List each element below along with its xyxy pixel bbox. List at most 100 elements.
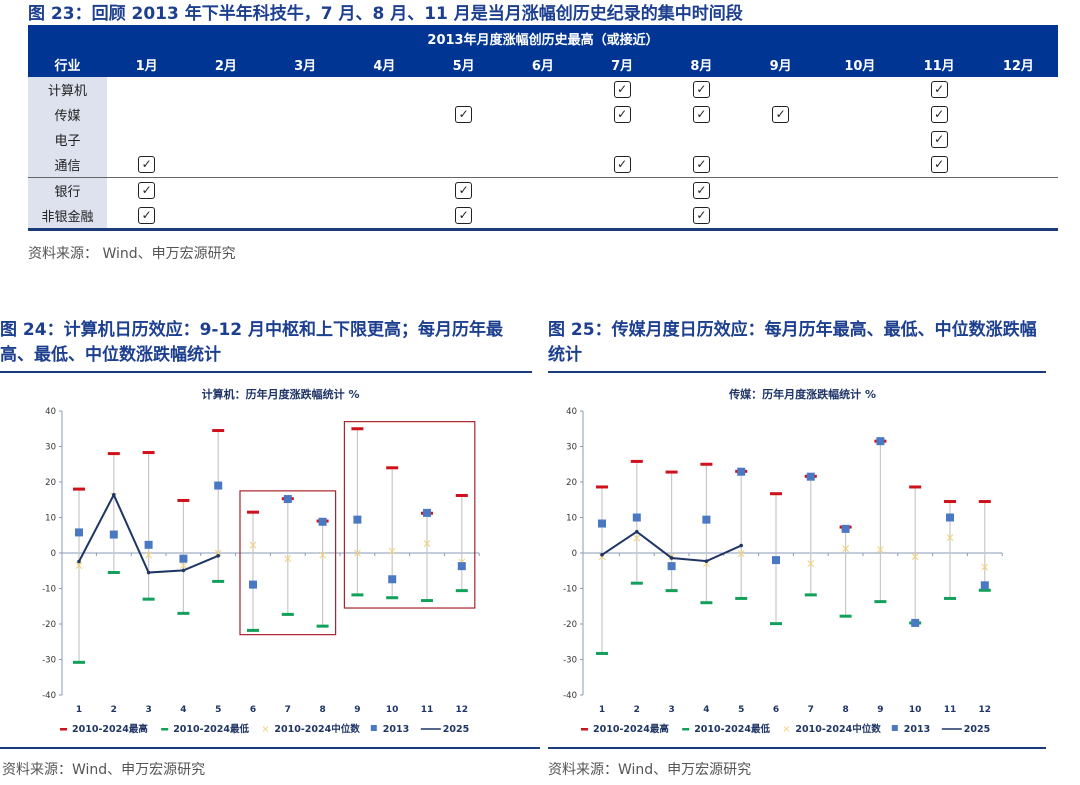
figure-24-source: 资料来源：Wind、申万宏源研究: [2, 762, 206, 778]
point-2025: [216, 554, 220, 558]
y-tick-label: -30: [563, 656, 577, 666]
month-cell: [820, 177, 900, 203]
point-2013: [841, 524, 850, 533]
checkbox-checked-icon: ✓: [930, 106, 948, 123]
month-cell: [265, 203, 345, 231]
point-2013: [388, 575, 397, 584]
figure-25-source: 资料来源：Wind、申万宏源研究: [548, 762, 752, 778]
point-min: [735, 596, 748, 600]
month-cell: [424, 152, 503, 178]
point-2025: [635, 529, 639, 534]
point-median: ×: [841, 542, 851, 556]
month-cell: ✓: [583, 77, 662, 102]
checkbox-checked-icon: ✓: [455, 207, 473, 224]
column-header-month: 2月: [186, 51, 266, 77]
month-cell: [344, 203, 424, 231]
point-2013: [457, 562, 466, 571]
checkbox-checked-icon: ✓: [613, 156, 631, 173]
industry-label: 非银金融: [28, 203, 107, 231]
point-median: ×: [980, 560, 990, 574]
x-tick-label: 3: [145, 705, 151, 715]
x-tick-label: 10: [909, 705, 922, 715]
legend-label: 2010-2024最低: [694, 723, 770, 735]
legend-marker: [60, 728, 67, 731]
point-2025: [181, 568, 186, 573]
checkbox-checked-icon: ✓: [692, 81, 710, 98]
figure-23-title: 图 23：回顾 2013 年下半年科技牛，7 月、8 月、11 月是当月涨幅创历…: [28, 4, 743, 24]
month-cell: [424, 127, 503, 152]
point-max: [978, 500, 991, 504]
column-header-month: 11月: [899, 51, 979, 77]
column-header-month: 12月: [978, 51, 1058, 77]
month-cell: [979, 127, 1058, 152]
x-tick-label: 1: [76, 705, 82, 715]
point-2025: [669, 556, 674, 560]
month-cell: [186, 127, 265, 152]
point-2013: [702, 515, 711, 524]
point-2013: [144, 540, 153, 549]
table-header-title: 2013年月度涨幅创历史最高（或接近）: [28, 25, 1058, 51]
month-cell: [582, 177, 662, 203]
month-cell: [979, 102, 1058, 127]
point-min: [316, 624, 329, 628]
x-tick-label: 8: [842, 705, 848, 715]
month-cell: [820, 127, 899, 152]
month-cell: [741, 152, 820, 178]
month-cell: [899, 177, 979, 203]
point-2013: [911, 618, 920, 627]
legend-label: 2013: [904, 724, 930, 735]
industry-label: 通信: [28, 152, 107, 178]
month-cell: ✓: [900, 127, 979, 152]
x-tick-label: 9: [354, 705, 360, 715]
point-max: [909, 485, 922, 489]
month-cell: [820, 102, 899, 127]
y-tick-label: 20: [566, 478, 577, 488]
x-tick-label: 5: [738, 705, 744, 715]
point-max: [770, 492, 782, 496]
checkbox-checked-icon: ✓: [613, 106, 631, 123]
point-median: ×: [701, 557, 711, 571]
point-2025: [146, 570, 151, 575]
point-median: ×: [248, 538, 258, 552]
month-cell: [503, 177, 583, 203]
y-tick-label: 40: [566, 407, 577, 417]
checkbox-checked-icon: ✓: [138, 207, 156, 224]
month-cell: [186, 102, 265, 127]
month-cell: [186, 152, 265, 178]
month-cell: [107, 77, 186, 102]
point-min: [421, 599, 433, 603]
month-cell: [344, 177, 424, 203]
industry-label: 银行: [28, 177, 107, 203]
y-tick-label: -10: [42, 585, 56, 595]
month-cell: [503, 77, 582, 102]
checkbox-checked-icon: ✓: [455, 106, 473, 123]
legend-marker: ×: [261, 724, 269, 735]
month-cell: [266, 77, 345, 102]
month-cell: ✓: [424, 203, 504, 231]
y-tick-label: -10: [563, 585, 577, 595]
x-tick-label: 10: [386, 705, 399, 715]
month-cell: [979, 77, 1058, 102]
month-cell: ✓: [583, 102, 662, 127]
month-cell: [820, 203, 900, 231]
month-cell: [186, 203, 266, 231]
checkbox-checked-icon: ✓: [138, 156, 156, 173]
x-tick-label: 3: [668, 705, 674, 715]
point-2013: [806, 472, 815, 481]
checkbox-checked-icon: ✓: [772, 106, 790, 123]
month-cell: ✓: [662, 152, 741, 178]
table-row: 通信 ✓ ✓ ✓ ✓: [28, 152, 1058, 178]
column-header-month: 8月: [661, 51, 741, 77]
point-min: [596, 651, 608, 655]
point-2013: [283, 495, 292, 504]
point-max: [700, 462, 713, 466]
divider: [0, 371, 532, 373]
month-cell: [345, 127, 424, 152]
checkbox-checked-icon: ✓: [692, 207, 710, 224]
point-min: [874, 600, 887, 604]
month-cell: [583, 127, 662, 152]
point-median: ×: [945, 530, 955, 544]
x-tick-label: 8: [319, 705, 325, 715]
checkbox-checked-icon: ✓: [930, 81, 948, 98]
